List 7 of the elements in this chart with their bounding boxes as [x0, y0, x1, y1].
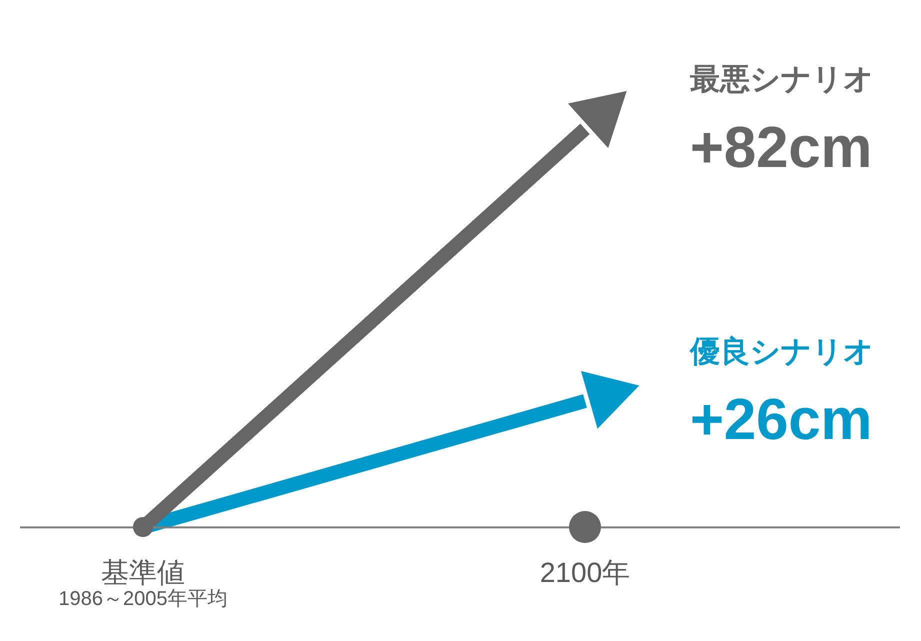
x-tick-label: 基準値 [101, 556, 185, 588]
data-label: +82cm [690, 114, 872, 180]
data-label: +26cm [690, 387, 872, 452]
text: 優良シナリオ [689, 334, 874, 368]
text: 最悪シナリオ [690, 63, 874, 96]
x-tick-label: 2100年 [540, 556, 630, 588]
text: 1986～2005年平均 [58, 588, 228, 610]
